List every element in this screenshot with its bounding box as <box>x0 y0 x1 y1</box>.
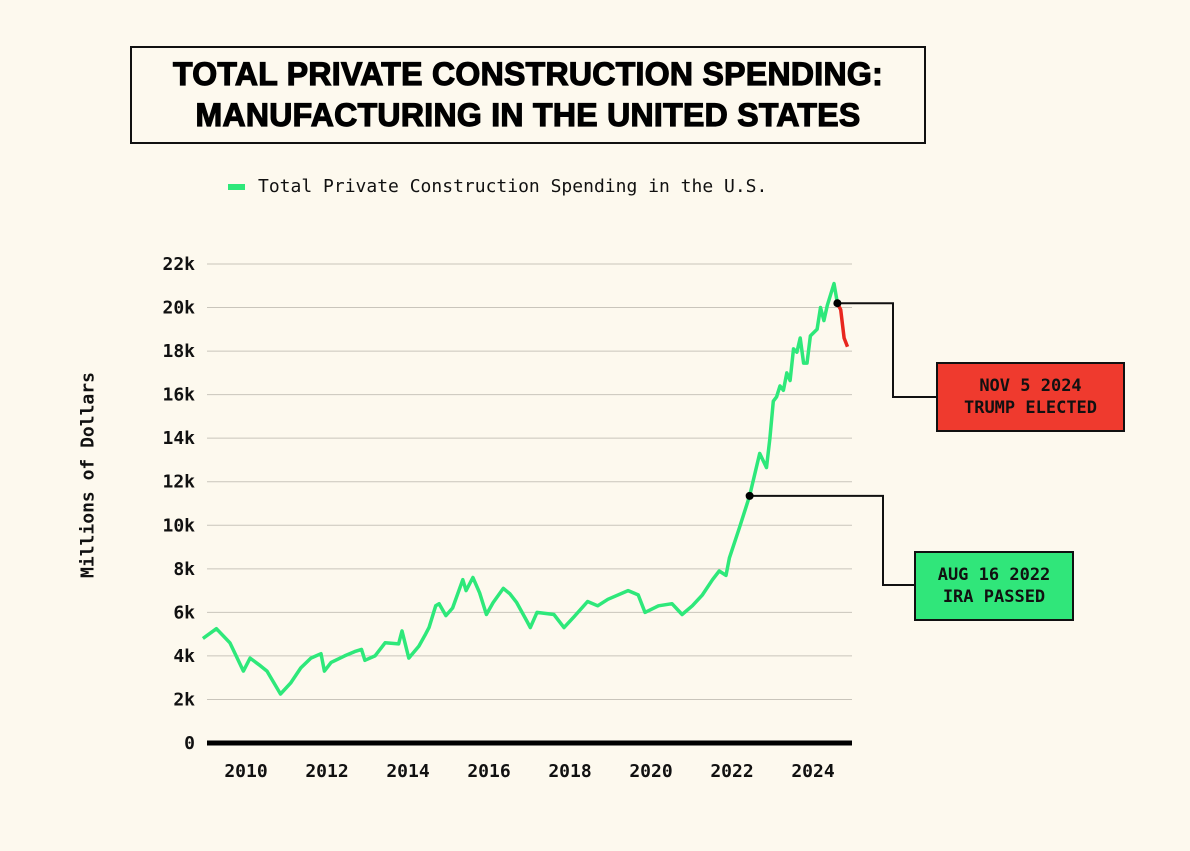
annotation-trump-elected: NOV 5 2024 TRUMP ELECTED <box>936 362 1125 432</box>
annotation-date: NOV 5 2024 <box>979 376 1082 396</box>
y-tick-label: 4k <box>173 646 195 667</box>
y-tick-label: 16k <box>162 385 195 406</box>
y-tick-label: 10k <box>162 515 195 536</box>
annotation-marker <box>833 299 842 308</box>
annotation-marker <box>745 491 754 500</box>
y-tick-label: 18k <box>162 341 195 362</box>
x-tick-label: 2024 <box>791 761 835 782</box>
y-tick-label: 20k <box>162 298 195 319</box>
x-tick-label: 2014 <box>386 761 430 782</box>
x-tick-label: 2012 <box>305 761 348 782</box>
y-tick-label: 12k <box>162 472 195 493</box>
y-tick-label: 8k <box>173 559 195 580</box>
chart-title-box: TOTAL PRIVATE CONSTRUCTION SPENDING: MAN… <box>130 46 926 144</box>
y-tick-label: 0 <box>184 733 195 754</box>
legend-swatch <box>228 183 245 190</box>
legend-label: Total Private Construction Spending in t… <box>258 176 768 197</box>
y-tick-label: 22k <box>162 254 195 275</box>
x-tick-label: 2016 <box>467 761 510 782</box>
y-tick-label: 6k <box>173 602 195 623</box>
y-tick-label: 2k <box>173 689 195 710</box>
x-tick-label: 2020 <box>629 761 672 782</box>
chart-title-line-1: TOTAL PRIVATE CONSTRUCTION SPENDING: <box>172 55 884 92</box>
annotation-connector <box>837 302 937 398</box>
series-line-post-election <box>835 302 850 348</box>
annotation-label: IRA PASSED <box>942 587 1046 607</box>
x-tick-label: 2022 <box>710 761 753 782</box>
x-tick-label: 2018 <box>548 761 591 782</box>
annotation-label: TRUMP ELECTED <box>963 398 1098 418</box>
legend: Total Private Construction Spending in t… <box>228 176 767 197</box>
annotation-date: AUG 16 2022 <box>937 565 1051 585</box>
chart-title-line-2: MANUFACTURING IN THE UNITED STATES <box>195 96 861 133</box>
annotation-ira-passed: AUG 16 2022 IRA PASSED <box>914 551 1074 621</box>
x-tick-label: 2010 <box>224 761 267 782</box>
series-line <box>201 281 840 696</box>
annotation-connector <box>749 494 915 586</box>
y-tick-label: 14k <box>162 428 195 449</box>
